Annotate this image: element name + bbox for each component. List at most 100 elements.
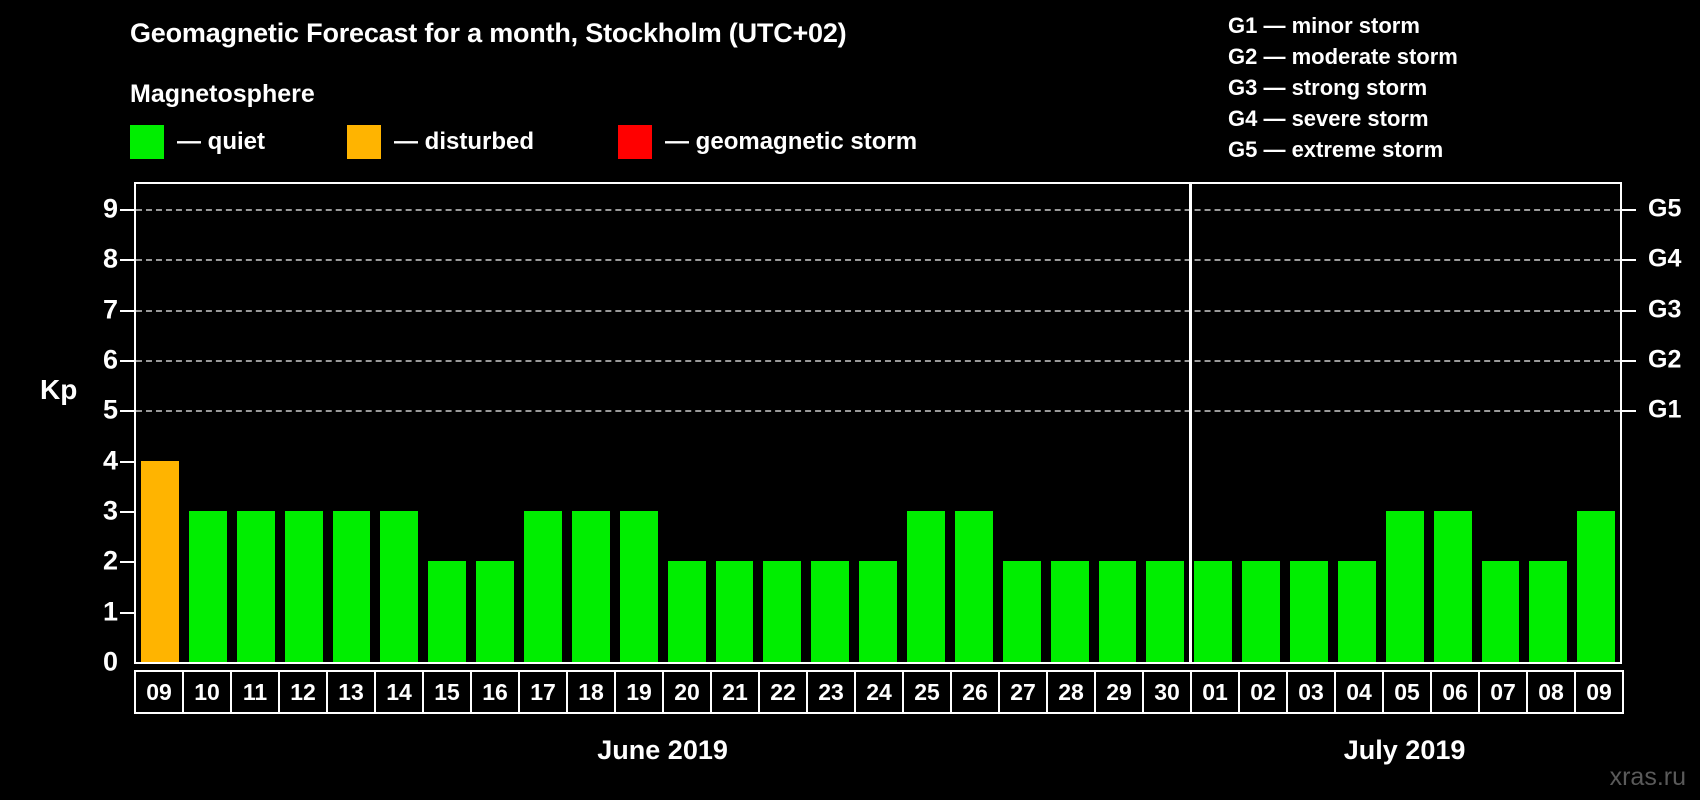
- day-label-07[interactable]: 07: [1478, 670, 1528, 714]
- bar-day-03[interactable]: [1290, 561, 1328, 662]
- bar-cell[interactable]: [471, 184, 519, 662]
- day-label-13[interactable]: 13: [326, 670, 376, 714]
- bar-day-18[interactable]: [571, 511, 610, 662]
- bar-day-29[interactable]: [1098, 561, 1137, 662]
- bar-day-30[interactable]: [1146, 561, 1185, 662]
- bar-cell[interactable]: [854, 184, 902, 662]
- bar-cell[interactable]: [519, 184, 567, 662]
- bar-day-17[interactable]: [524, 511, 562, 662]
- bar-cell[interactable]: [423, 184, 471, 662]
- bar-day-09[interactable]: [141, 460, 179, 662]
- day-label-16[interactable]: 16: [470, 670, 520, 714]
- bar-day-06[interactable]: [1433, 511, 1472, 662]
- bar-day-15[interactable]: [428, 561, 467, 662]
- day-label-24[interactable]: 24: [854, 670, 904, 714]
- day-label-30[interactable]: 30: [1142, 670, 1192, 714]
- g-tick-mark-g3: [1622, 309, 1636, 312]
- bar-day-10[interactable]: [188, 511, 227, 662]
- day-label-06[interactable]: 06: [1430, 670, 1480, 714]
- bar-cell[interactable]: [902, 184, 950, 662]
- day-label-15[interactable]: 15: [422, 670, 472, 714]
- bar-cell[interactable]: [375, 184, 423, 662]
- bar-cell[interactable]: [232, 184, 280, 662]
- day-label-09[interactable]: 09: [1574, 670, 1624, 714]
- day-label-11[interactable]: 11: [230, 670, 280, 714]
- day-label-03[interactable]: 03: [1286, 670, 1336, 714]
- day-label-20[interactable]: 20: [662, 670, 712, 714]
- bar-day-27[interactable]: [1002, 561, 1041, 662]
- bar-cell[interactable]: [1477, 184, 1525, 662]
- bar-day-09[interactable]: [1577, 511, 1616, 662]
- bar-day-07[interactable]: [1481, 561, 1520, 662]
- bar-day-11[interactable]: [236, 511, 275, 662]
- bar-cell[interactable]: [328, 184, 376, 662]
- bar-day-08[interactable]: [1529, 561, 1568, 662]
- bar-day-20[interactable]: [667, 561, 706, 662]
- day-label-28[interactable]: 28: [1046, 670, 1096, 714]
- day-label-04[interactable]: 04: [1334, 670, 1384, 714]
- bar-cell[interactable]: [280, 184, 328, 662]
- bar-cell[interactable]: [950, 184, 998, 662]
- bar-day-21[interactable]: [715, 561, 754, 662]
- bar-cell[interactable]: [1285, 184, 1333, 662]
- day-label-12[interactable]: 12: [278, 670, 328, 714]
- bar-cell[interactable]: [998, 184, 1046, 662]
- day-label-05[interactable]: 05: [1382, 670, 1432, 714]
- bar-day-22[interactable]: [763, 561, 802, 662]
- bar-day-04[interactable]: [1337, 561, 1376, 662]
- y-axis-title: Kp: [40, 374, 78, 405]
- watermark: xras.ru: [1609, 763, 1686, 791]
- bar-day-14[interactable]: [380, 511, 419, 662]
- bar-cell[interactable]: [1524, 184, 1572, 662]
- day-label-19[interactable]: 19: [614, 670, 664, 714]
- day-label-23[interactable]: 23: [806, 670, 856, 714]
- bar-cell[interactable]: [1046, 184, 1094, 662]
- bar-cell[interactable]: [615, 184, 663, 662]
- bar-day-19[interactable]: [619, 511, 658, 662]
- bar-cell[interactable]: [806, 184, 854, 662]
- bar-cell[interactable]: [136, 184, 184, 662]
- bar-cell[interactable]: [711, 184, 759, 662]
- bar-cell[interactable]: [1429, 184, 1477, 662]
- bar-day-05[interactable]: [1385, 511, 1424, 662]
- day-label-10[interactable]: 10: [182, 670, 232, 714]
- day-label-01[interactable]: 01: [1190, 670, 1240, 714]
- bar-day-13[interactable]: [332, 511, 371, 662]
- day-label-27[interactable]: 27: [998, 670, 1048, 714]
- bar-day-25[interactable]: [907, 511, 945, 662]
- bar-cell[interactable]: [1381, 184, 1429, 662]
- bar-day-24[interactable]: [859, 561, 897, 662]
- y-tick-mark-6: [120, 360, 134, 363]
- bar-cell[interactable]: [1572, 184, 1620, 662]
- gridline-kp-9: [136, 209, 1620, 212]
- bar-cell[interactable]: [184, 184, 232, 662]
- day-label-26[interactable]: 26: [950, 670, 1000, 714]
- bar-cell[interactable]: [663, 184, 711, 662]
- day-label-08[interactable]: 08: [1526, 670, 1576, 714]
- day-label-09[interactable]: 09: [134, 670, 184, 714]
- bar-day-16[interactable]: [476, 561, 514, 662]
- g-tick-label-g4: G4: [1648, 244, 1682, 273]
- day-label-22[interactable]: 22: [758, 670, 808, 714]
- bar-cell[interactable]: [1237, 184, 1285, 662]
- bar-day-23[interactable]: [811, 561, 850, 662]
- bar-day-12[interactable]: [284, 511, 323, 662]
- bar-cell[interactable]: [1141, 184, 1189, 662]
- bar-cell[interactable]: [1333, 184, 1381, 662]
- bar-day-02[interactable]: [1242, 561, 1280, 662]
- bar-cell[interactable]: [1094, 184, 1142, 662]
- bar-cell[interactable]: [758, 184, 806, 662]
- bar-day-01[interactable]: [1194, 561, 1233, 662]
- bar-cell[interactable]: [1189, 184, 1237, 662]
- day-label-29[interactable]: 29: [1094, 670, 1144, 714]
- bar-day-26[interactable]: [954, 511, 993, 662]
- day-label-21[interactable]: 21: [710, 670, 760, 714]
- day-label-17[interactable]: 17: [518, 670, 568, 714]
- day-label-02[interactable]: 02: [1238, 670, 1288, 714]
- day-label-18[interactable]: 18: [566, 670, 616, 714]
- legend-label-storm: — geomagnetic storm: [665, 128, 918, 155]
- day-label-25[interactable]: 25: [902, 670, 952, 714]
- bar-day-28[interactable]: [1050, 561, 1089, 662]
- bar-cell[interactable]: [567, 184, 615, 662]
- day-label-14[interactable]: 14: [374, 670, 424, 714]
